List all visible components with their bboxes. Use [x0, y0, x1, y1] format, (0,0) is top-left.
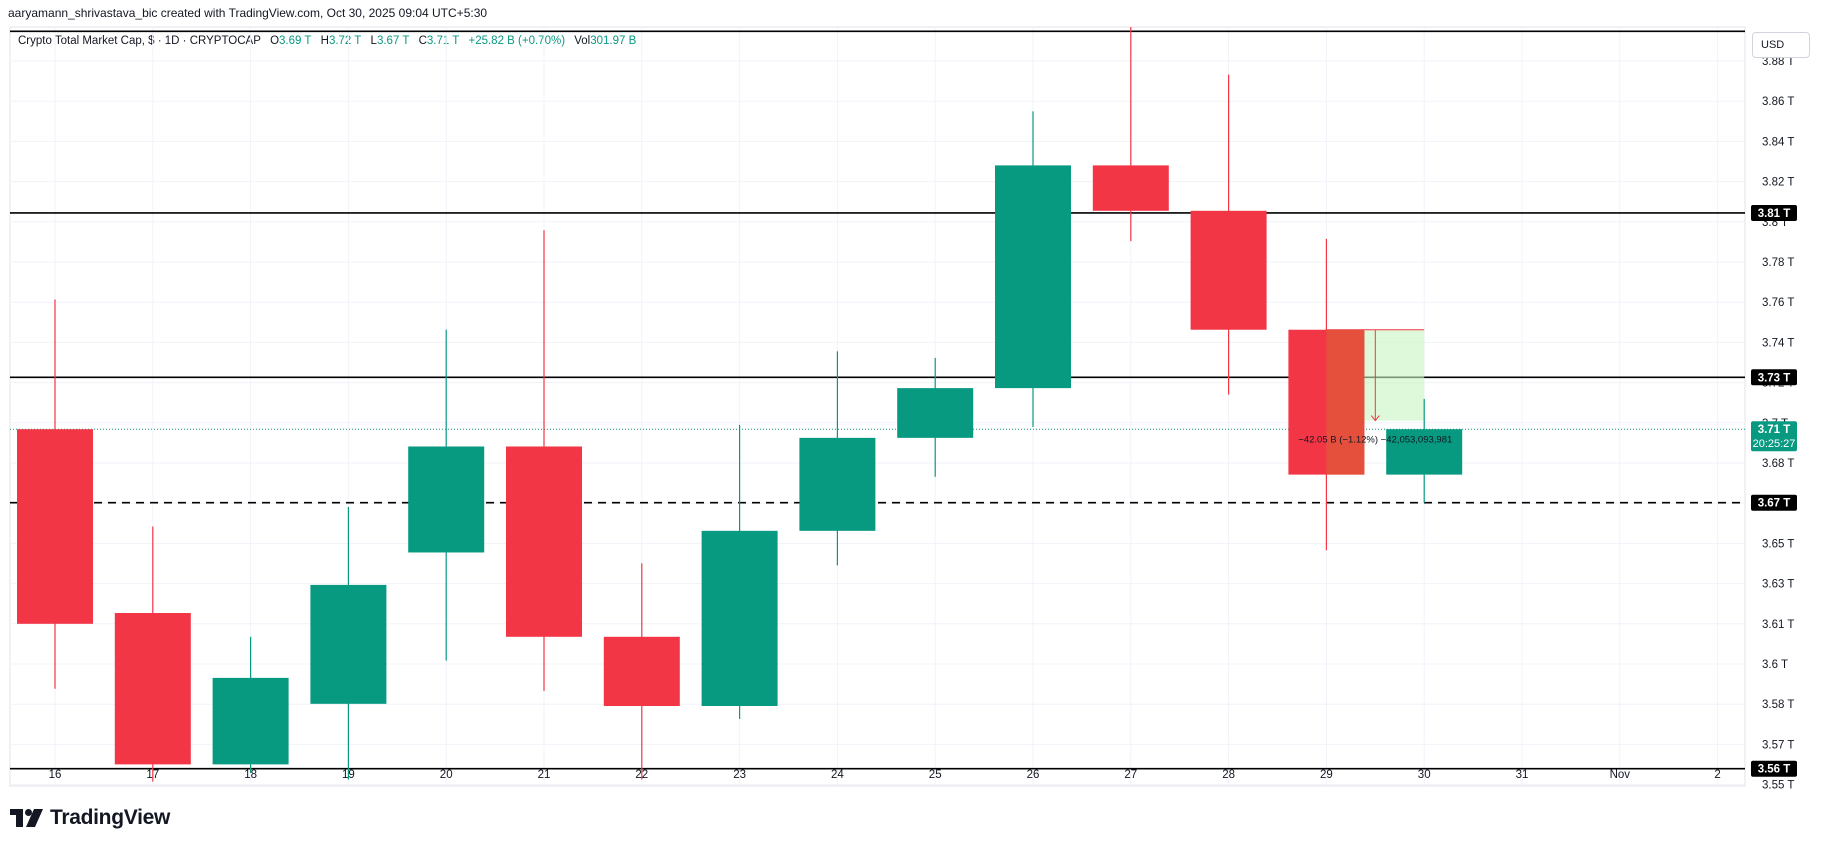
date-tick-label: 27 — [1124, 769, 1137, 781]
change-value: +25.82 B (+0.70%) — [468, 35, 566, 47]
price-tick-label: 3.74 T — [1762, 337, 1794, 349]
volume-label: Vol — [574, 35, 591, 47]
date-tick-label: 23 — [733, 769, 746, 781]
price-tick-label: 3.84 T — [1762, 136, 1794, 148]
currency-label: USD — [1761, 39, 1785, 51]
price-tick-label: 3.55 T — [1762, 780, 1794, 792]
date-tick-label: 2 — [1714, 769, 1720, 781]
measure-label: −42.05 B (−1.12%) −42,053,093,981 — [1298, 435, 1452, 446]
candles: −42.05 B (−1.12%) −42,053,093,981 — [17, 27, 1463, 782]
date-tick-label: 17 — [146, 769, 159, 781]
candle-body — [310, 584, 387, 704]
price-tick-label: 3.57 T — [1762, 739, 1794, 751]
currency-selector[interactable]: USD — [1752, 32, 1810, 58]
price-tick-label: 3.65 T — [1762, 538, 1794, 550]
measure-overlap — [1326, 329, 1365, 475]
candle-body — [1092, 165, 1169, 211]
line-price-label: 3.73 T — [1758, 372, 1791, 384]
high-label: H — [320, 35, 329, 47]
current-price-label-bg — [1751, 421, 1797, 452]
date-tick-label: 21 — [538, 769, 551, 781]
candle-body — [212, 677, 289, 765]
chart-credit: aaryamann_shrivastava_bic created with T… — [8, 6, 488, 20]
price-tick-label: 3.82 T — [1762, 177, 1794, 189]
price-tick-label: 3.6 T — [1762, 659, 1788, 671]
price-tick-label: 3.58 T — [1762, 699, 1794, 711]
date-tick-label: 22 — [635, 769, 648, 781]
chart-grid — [9, 26, 1746, 787]
line-price-label: 3.81 T — [1758, 208, 1791, 220]
date-tick-label: 31 — [1516, 769, 1529, 781]
price-tick-label: 3.63 T — [1762, 579, 1794, 591]
date-tick-label: 26 — [1027, 769, 1040, 781]
price-tick-label: 3.76 T — [1762, 297, 1794, 309]
tradingview-logo-icon — [10, 809, 43, 827]
candle-body — [897, 388, 974, 438]
date-tick-label: 19 — [342, 769, 355, 781]
line-price-label-bg — [1751, 494, 1797, 511]
date-tick-label: Nov — [1610, 769, 1631, 781]
price-tick-label: 3.61 T — [1762, 619, 1794, 631]
date-tick-label: 18 — [244, 769, 257, 781]
date-tick-label: 30 — [1418, 769, 1431, 781]
date-tick-label: 24 — [831, 769, 844, 781]
price-labels: 3.81 T 3.73 T 3.67 T 3.56 T 3.71 T 20:25:27 — [1751, 204, 1797, 777]
line-price-label: 3.56 T — [1758, 764, 1791, 776]
brand-name: TradingView — [50, 806, 171, 829]
candle-body — [1190, 210, 1267, 330]
symbol-legend: Crypto Total Market Cap, $ · 1D · CRYPTO… — [18, 35, 636, 47]
date-tick-label: 25 — [929, 769, 942, 781]
low-value: 3.67 T — [376, 35, 410, 47]
open-label: O — [270, 35, 280, 47]
time-axis: 16 17 18 19 20 21 22 23 24 25 26 27 28 29 30 31 Nov 2 — [49, 769, 1721, 781]
current-price-label: 3.71 T — [1758, 424, 1791, 436]
line-price-label-bg — [1751, 760, 1797, 777]
candle-body — [114, 613, 191, 765]
price-tick-label: 3.78 T — [1762, 257, 1794, 269]
candle-body — [603, 636, 680, 706]
plot-frame — [9, 26, 1746, 787]
candle-body — [506, 446, 582, 637]
candle-body — [799, 437, 876, 531]
horizontal-lines — [10, 30, 1745, 770]
price-tick-label: 3.88 T — [1762, 56, 1794, 68]
candle-body — [408, 446, 485, 553]
date-tick-label: 29 — [1320, 769, 1333, 781]
date-tick-label: 28 — [1222, 769, 1235, 781]
line-price-label-bg — [1751, 204, 1797, 221]
high-value: 3.72 T — [328, 35, 362, 47]
candle-body — [1386, 429, 1463, 475]
price-tick-label: 3.68 T — [1762, 458, 1794, 470]
candle-body — [995, 165, 1071, 389]
close-label: C — [418, 35, 427, 47]
tradingview-logo[interactable]: TradingView — [10, 806, 170, 830]
price-tick-label: 3.86 T — [1762, 96, 1794, 108]
date-tick-label: 20 — [440, 769, 453, 781]
line-price-label-bg — [1751, 369, 1797, 386]
low-label: L — [370, 35, 377, 47]
volume-value: 301.97 B — [590, 35, 637, 47]
line-price-label: 3.67 T — [1758, 498, 1791, 510]
date-tick-label: 16 — [49, 769, 62, 781]
candle-body — [701, 530, 778, 706]
open-value: 3.69 T — [279, 35, 312, 47]
symbol-name[interactable]: Crypto Total Market Cap, $ · 1D · CRYPTO… — [18, 35, 261, 47]
current-price-label-countdown: 20:25:27 — [1753, 438, 1796, 450]
measure-arrow-head — [1370, 415, 1380, 422]
candle-body — [17, 429, 93, 624]
close-value: 3.71 T — [426, 35, 460, 47]
